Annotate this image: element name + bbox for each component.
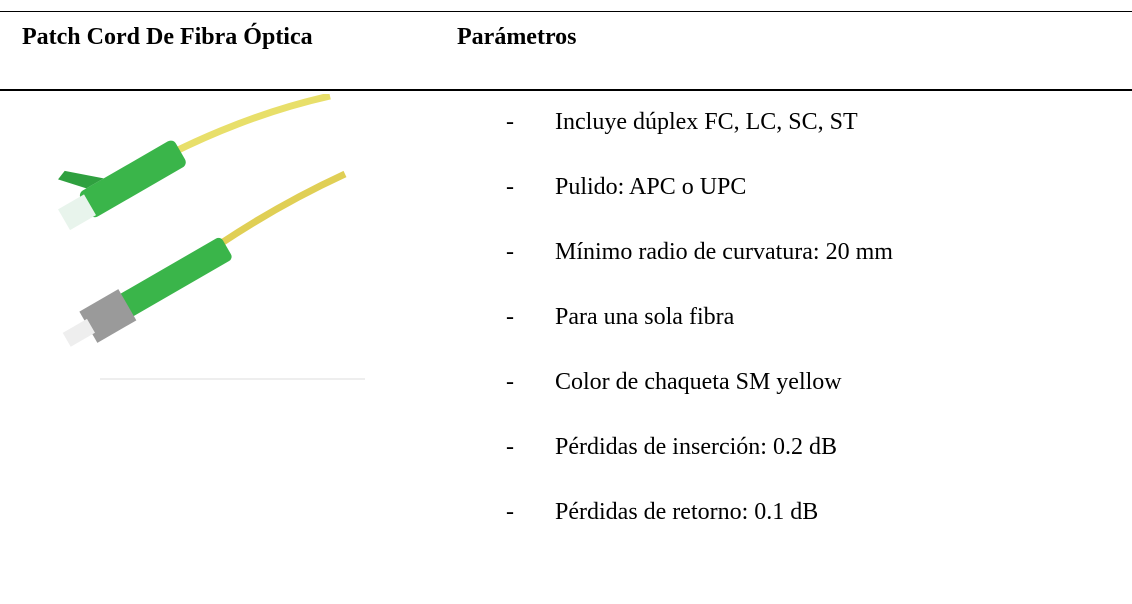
header-rule — [0, 89, 1132, 91]
patch-cord-image — [20, 94, 370, 384]
item-text: Mínimo radio de curvatura: 20 mm — [555, 239, 893, 265]
item-text: Pérdidas de inserción: 0.2 dB — [555, 434, 837, 460]
item-text: Para una sola fibra — [555, 304, 735, 330]
item-text: Color de chaqueta SM yellow — [555, 369, 842, 395]
top-rule — [0, 11, 1132, 12]
item-text: Pérdidas de retorno: 0.1 dB — [555, 499, 819, 525]
list-marker: - — [506, 434, 514, 460]
item-text: Pulido: APC o UPC — [555, 174, 747, 200]
list-marker: - — [506, 174, 514, 200]
list-marker: - — [506, 499, 514, 525]
item-text: Incluye dúplex FC, LC, SC, ST — [555, 109, 858, 135]
list-marker: - — [506, 109, 514, 135]
list-marker: - — [506, 239, 514, 265]
column-header: Patch Cord De Fibra Óptica — [22, 24, 313, 50]
column-header: Parámetros — [457, 24, 577, 50]
list-marker: - — [506, 304, 514, 330]
list-marker: - — [506, 369, 514, 395]
